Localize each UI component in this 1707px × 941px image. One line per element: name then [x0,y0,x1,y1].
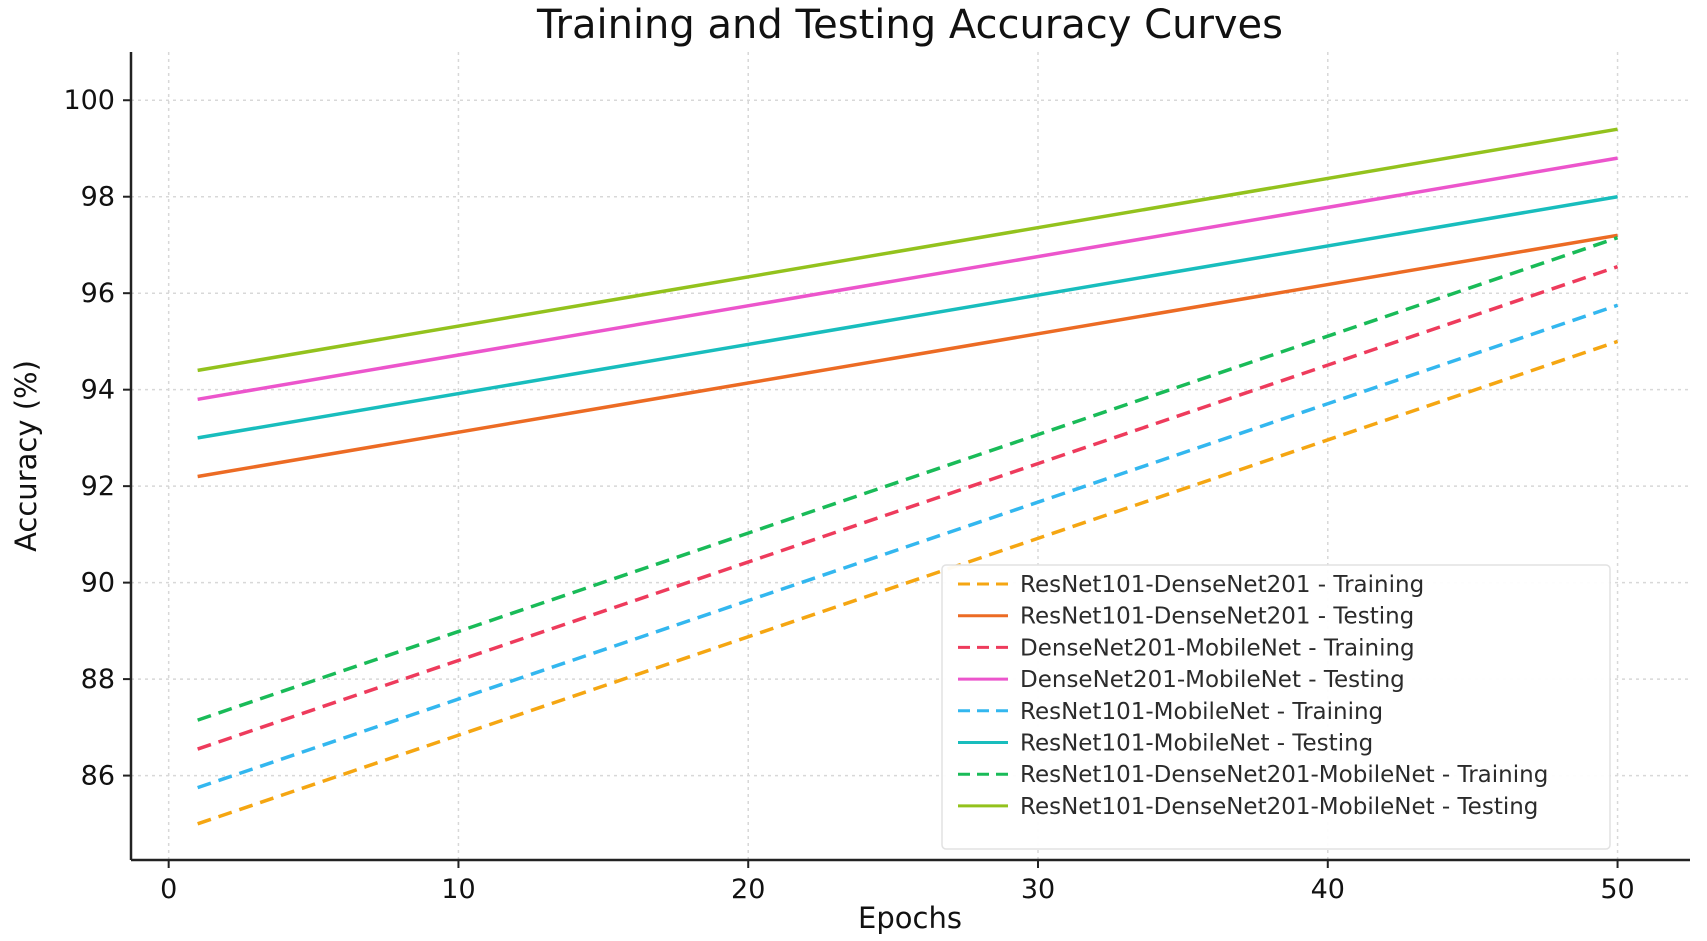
x-tick-label: 10 [441,874,475,905]
x-tick-label: 50 [1600,874,1634,905]
legend-label-resnet101-densenet201-mobilenet-training: ResNet101-DenseNet201-MobileNet - Traini… [1020,762,1548,788]
y-tick-label: 86 [81,761,115,792]
series-line-resnet101-densenet201-testing [197,233,1618,479]
axes [129,52,1690,862]
series-line-densenet201-mobilenet-testing [197,156,1618,402]
series-line-resnet101-densenet201-training [197,339,1619,826]
chart-title: Training and Testing Accuracy Curves [536,2,1283,48]
legend-label-resnet101-densenet201-testing: ResNet101-DenseNet201 - Testing [1020,604,1414,630]
series-line-resnet101-densenet201-mobilenet-training [197,236,1619,722]
legend-label-resnet101-mobilenet-testing: ResNet101-MobileNet - Testing [1020,731,1373,757]
legend-box [941,564,1611,850]
y-tick-label: 94 [81,375,115,406]
legend: ResNet101-DenseNet201 - Training ResNet10… [941,564,1611,850]
y-tick-label: 92 [81,471,115,502]
series-line-resnet101-densenet201-mobilenet-testing [197,127,1618,373]
x-ticks: 0 10 20 30 40 50 [160,860,1635,905]
series-line-densenet201-mobilenet-training [197,265,1619,751]
y-ticks: 86 88 90 92 94 96 98 100 [63,85,131,792]
legend-label-densenet201-mobilenet-testing: DenseNet201-MobileNet - Testing [1020,667,1405,693]
x-tick-label: 40 [1311,874,1345,905]
series-line-resnet101-mobilenet-training [197,303,1619,790]
legend-label-resnet101-densenet201-mobilenet-testing: ResNet101-DenseNet201-MobileNet - Testin… [1020,794,1538,820]
x-axis-label: Epochs [858,901,962,935]
y-tick-label: 96 [81,278,115,309]
x-tick-label: 20 [731,874,765,905]
legend-label-densenet201-mobilenet-training: DenseNet201-MobileNet - Training [1020,635,1415,661]
y-tick-label: 88 [81,664,115,695]
series-lines [197,127,1619,826]
y-tick-label: 98 [81,182,115,213]
y-tick-label: 90 [81,568,115,599]
x-tick-label: 0 [160,874,177,905]
legend-label-resnet101-mobilenet-training: ResNet101-MobileNet - Training [1020,699,1383,725]
series-line-resnet101-mobilenet-testing [197,194,1618,440]
y-tick-label: 100 [63,85,115,116]
x-tick-label: 30 [1021,874,1055,905]
y-axis-label: Accuracy (%) [9,360,43,552]
legend-label-resnet101-densenet201-training: ResNet101-DenseNet201 - Training [1020,572,1424,598]
